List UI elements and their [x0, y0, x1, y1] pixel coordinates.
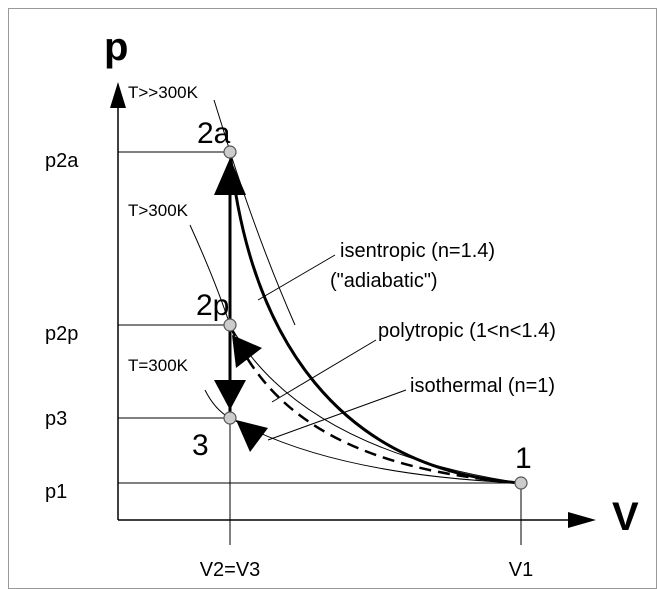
arrow — [214, 380, 246, 410]
points — [223, 145, 528, 490]
pressure-label: p2p — [45, 323, 78, 345]
point — [223, 411, 237, 425]
x-axis-label: V — [612, 495, 639, 539]
process-label: ("adiabatic") — [330, 270, 438, 292]
arrow — [214, 158, 246, 195]
point-label: 1 — [515, 442, 532, 475]
temperature-label: T=300K — [128, 356, 189, 375]
volume-label: V2=V3 — [200, 559, 261, 581]
pressure-label: p2a — [45, 150, 79, 172]
isotherm — [204, 389, 522, 484]
y-axis-label: p — [104, 25, 128, 69]
pressure-label: p3 — [45, 408, 67, 430]
process-label: isentropic (n=1.4) — [340, 240, 495, 262]
pressure-label: p1 — [45, 481, 67, 503]
polytropic-curve — [228, 324, 522, 485]
arrow — [236, 420, 268, 452]
point-label: 2a — [197, 117, 231, 150]
y-arrow — [110, 82, 126, 108]
process-label: isothermal (n=1) — [410, 375, 555, 397]
leader — [267, 389, 407, 441]
x-arrow — [568, 512, 596, 528]
frame — [8, 8, 657, 589]
point — [514, 476, 528, 490]
isentropic-curve — [228, 151, 522, 485]
point — [223, 318, 237, 332]
point — [223, 145, 237, 159]
volume-label: V1 — [509, 559, 533, 581]
process-label: polytropic (1<n<1.4) — [378, 320, 556, 342]
leader — [257, 254, 336, 301]
leader — [271, 339, 377, 403]
temperature-label: T>300K — [128, 201, 189, 220]
point-label: 2p — [196, 289, 229, 322]
temperature-label: T>>300K — [128, 83, 199, 102]
point-label: 3 — [192, 429, 209, 462]
arrow — [232, 335, 262, 368]
